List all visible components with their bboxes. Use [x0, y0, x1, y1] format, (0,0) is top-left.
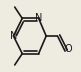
Text: N: N: [10, 31, 17, 41]
Text: N: N: [35, 13, 42, 23]
Text: O: O: [64, 44, 72, 54]
